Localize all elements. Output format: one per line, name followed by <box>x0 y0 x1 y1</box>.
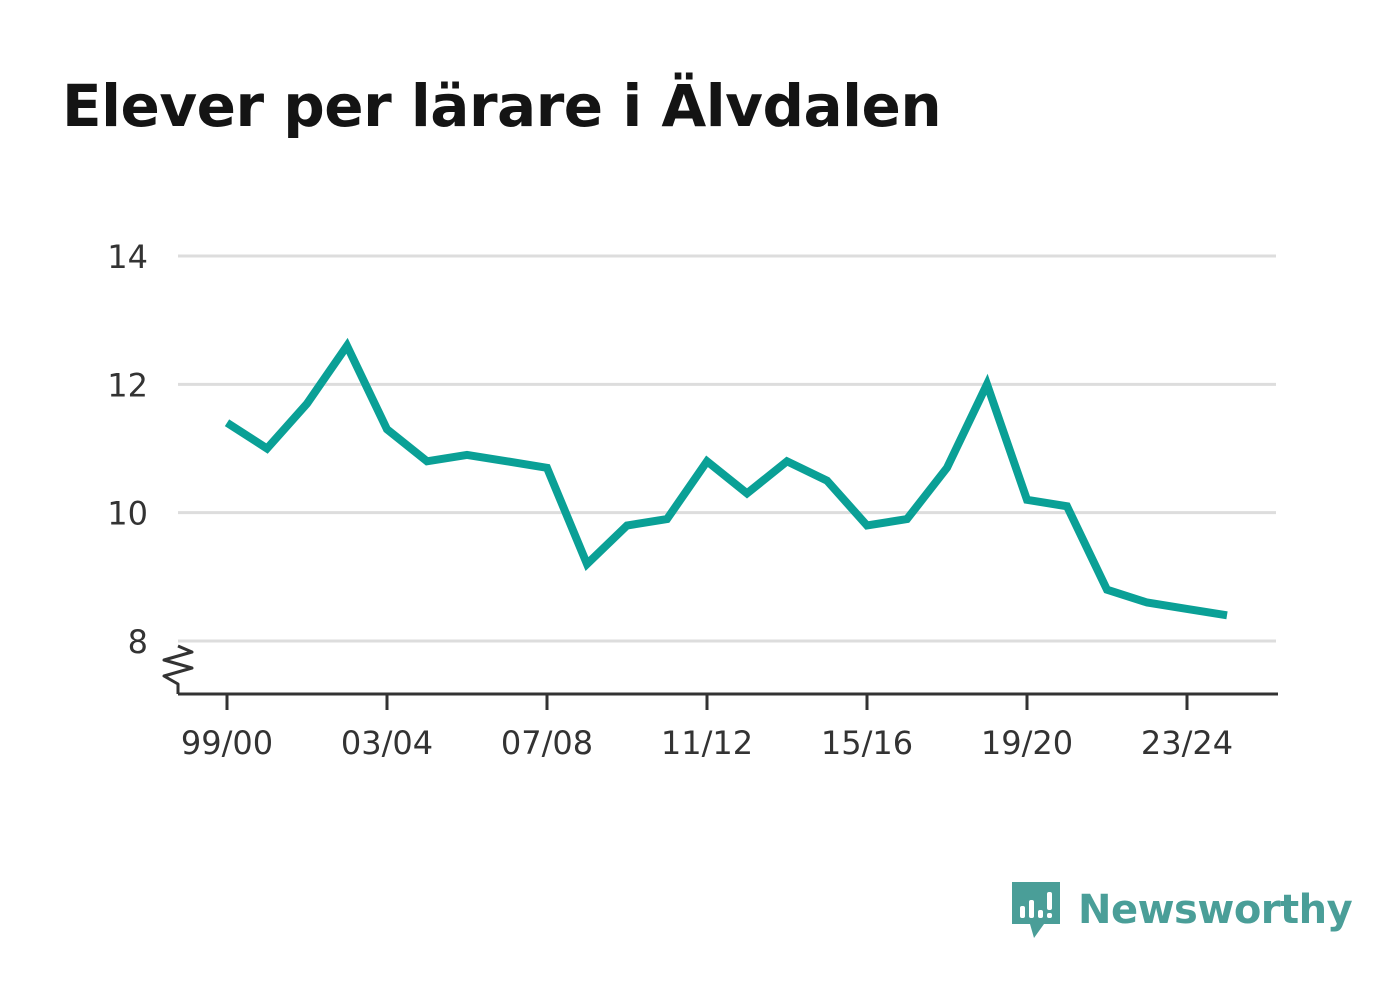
chart-title: Elever per lärare i Älvdalen <box>62 72 942 140</box>
x-tick-label: 15/16 <box>821 724 913 762</box>
y-tick-label: 14 <box>107 238 148 276</box>
brand-name: Newsworthy <box>1078 887 1353 933</box>
x-tick-label: 03/04 <box>341 724 433 762</box>
gridlines <box>178 254 1276 643</box>
x-tick-label: 23/24 <box>1141 724 1233 762</box>
x-tick-label: 11/12 <box>661 724 753 762</box>
x-axis <box>162 644 1278 696</box>
x-axis-ticks: 99/00 03/04 07/08 11/12 15/16 19/20 23/24 <box>181 694 1233 762</box>
y-tick-label: 12 <box>107 366 148 404</box>
y-tick-label: 10 <box>107 495 148 533</box>
newsworthy-logo-icon <box>1012 882 1060 938</box>
series-line <box>224 337 1228 620</box>
x-tick-label: 19/20 <box>981 724 1073 762</box>
x-tick-label: 99/00 <box>181 724 273 762</box>
x-tick-label: 07/08 <box>501 724 593 762</box>
brand-logo: Newsworthy <box>1010 878 1353 942</box>
y-axis-break <box>162 644 194 694</box>
y-axis-ticks: 8 10 12 14 <box>107 238 148 661</box>
y-tick-label: 8 <box>128 623 148 661</box>
series-group <box>224 337 1228 620</box>
